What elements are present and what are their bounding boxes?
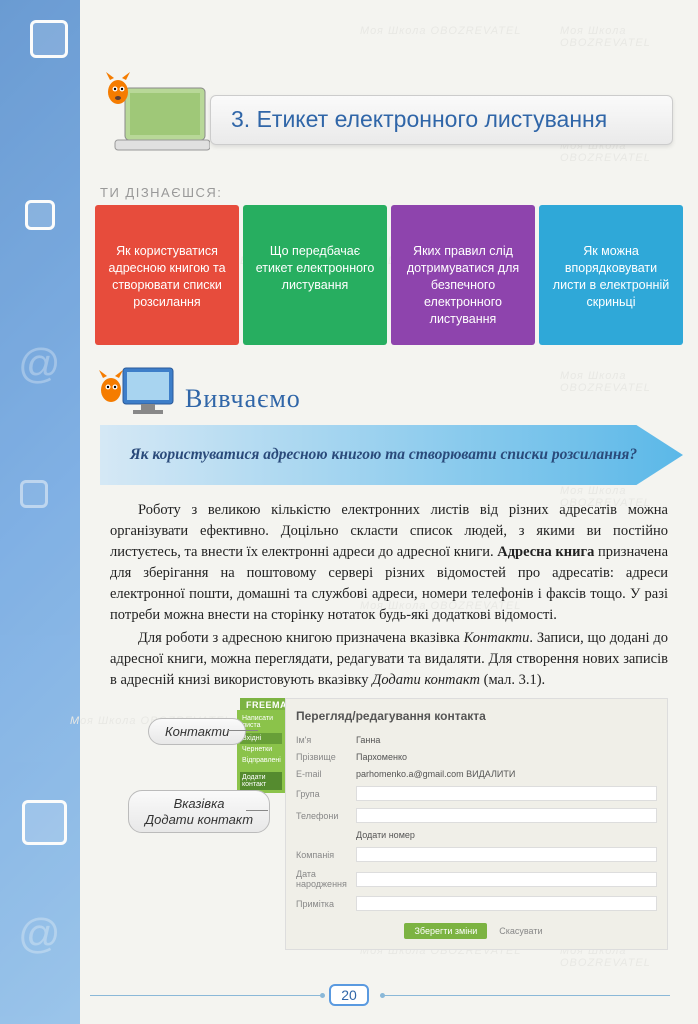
body-paragraph-1: Роботу з великою кількістю електронних л… [110, 500, 668, 626]
contact-field-input[interactable] [356, 872, 657, 887]
learning-tab: Як користуватися адресною книгою та ство… [95, 205, 239, 345]
contact-field-value: parhomenko.a@gmail.com ВИДАЛИТИ [356, 769, 657, 779]
contact-field-input[interactable] [356, 808, 657, 823]
contact-field-label: Ім'я [296, 735, 356, 745]
save-button[interactable]: Зберегти зміни [404, 923, 487, 939]
circuit-decoration [90, 995, 320, 996]
you-will-learn-label: ТИ ДІЗНАЄШСЯ: [100, 185, 222, 200]
contact-field-row: Додати номер [296, 830, 657, 840]
learning-tab: Що передбачає етикет електронного листув… [243, 205, 387, 345]
contact-field-row: Примітка [296, 896, 657, 911]
contact-field-row: Ім'яГанна [296, 735, 657, 745]
watermark: Моя Школа OBOZREVATEL [560, 370, 698, 394]
contact-field-input[interactable] [356, 847, 657, 862]
contact-field-row: ПрізвищеПархоменко [296, 752, 657, 762]
contact-panel-title: Перегляд/редагування контакта [296, 709, 657, 723]
contact-field-input[interactable] [356, 896, 657, 911]
contact-field-label: Телефони [296, 811, 356, 821]
mascot-illustration [100, 70, 210, 160]
learning-tab: Як можна впорядковувати листи в електрон… [539, 205, 683, 345]
chapter-title-box: 3. Етикет електронного листування [210, 95, 673, 145]
circuit-decoration [380, 993, 385, 998]
contact-field-row: E-mailparhomenko.a@gmail.com ВИДАЛИТИ [296, 769, 657, 779]
contact-field-row: Телефони [296, 808, 657, 823]
contact-field-label: Дата народження [296, 869, 356, 889]
body-paragraph-2: Для роботи з адресною книгою призначена … [110, 628, 668, 691]
contact-field-row: Група [296, 786, 657, 801]
section-title: Вивчаємо [185, 384, 301, 420]
contact-field-label: Група [296, 789, 356, 799]
callout-add-contact: ВказівкаДодати контакт [128, 790, 270, 833]
contact-field-row: Компанія [296, 847, 657, 862]
question-text: Як користуватися адресною книгою та ство… [130, 445, 637, 465]
mascot-monitor-icon [95, 360, 175, 420]
contact-edit-panel: Перегляд/редагування контакта Ім'яГаннаП… [285, 698, 668, 950]
contact-field-label: E-mail [296, 769, 356, 779]
contact-field-value: Пархоменко [356, 752, 657, 762]
page-number: 20 [329, 984, 369, 1006]
learning-tab: Яких правил слід дотримуватися для безпе… [391, 205, 535, 345]
contact-field-value: Додати номер [356, 830, 657, 840]
contact-field-label: Примітка [296, 899, 356, 909]
watermark: Моя Школа OBOZREVATEL [560, 25, 698, 49]
watermark: Моя Школа OBOZREVATEL [360, 25, 521, 37]
mail-sidebar-mock: Написати листа Вхідні Чернетки Відправле… [237, 710, 285, 793]
circuit-decoration [380, 995, 670, 996]
decorative-sidebar: @ @ [0, 0, 80, 1024]
circuit-decoration [320, 993, 325, 998]
chapter-title: 3. Етикет електронного листування [231, 106, 652, 134]
contact-field-label: Прізвище [296, 752, 356, 762]
callout-line [228, 730, 258, 731]
contact-field-value: Ганна [356, 735, 657, 745]
learning-tabs: Як користуватися адресною книгою та ство… [95, 205, 683, 345]
contact-field-label: Компанія [296, 850, 356, 860]
callout-line [246, 810, 268, 811]
question-banner: Як користуватися адресною книгою та ство… [100, 425, 683, 485]
section-header: Вивчаємо [95, 360, 301, 420]
contact-field-input[interactable] [356, 786, 657, 801]
callout-contacts: Контакти [148, 718, 246, 745]
cancel-button[interactable]: Скасувати [493, 923, 548, 939]
contact-field-row: Дата народження [296, 869, 657, 889]
